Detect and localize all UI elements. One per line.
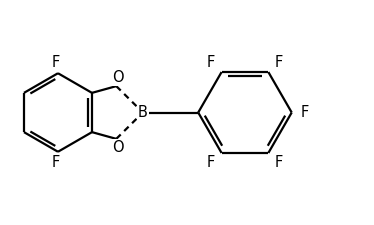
- Text: F: F: [207, 55, 215, 70]
- Text: F: F: [275, 155, 283, 170]
- Text: F: F: [301, 105, 309, 120]
- Text: F: F: [207, 155, 215, 170]
- Text: O: O: [112, 70, 124, 86]
- Text: F: F: [52, 155, 60, 171]
- Text: F: F: [52, 54, 60, 70]
- Text: O: O: [112, 140, 124, 155]
- Text: B: B: [138, 105, 148, 120]
- Text: F: F: [275, 55, 283, 70]
